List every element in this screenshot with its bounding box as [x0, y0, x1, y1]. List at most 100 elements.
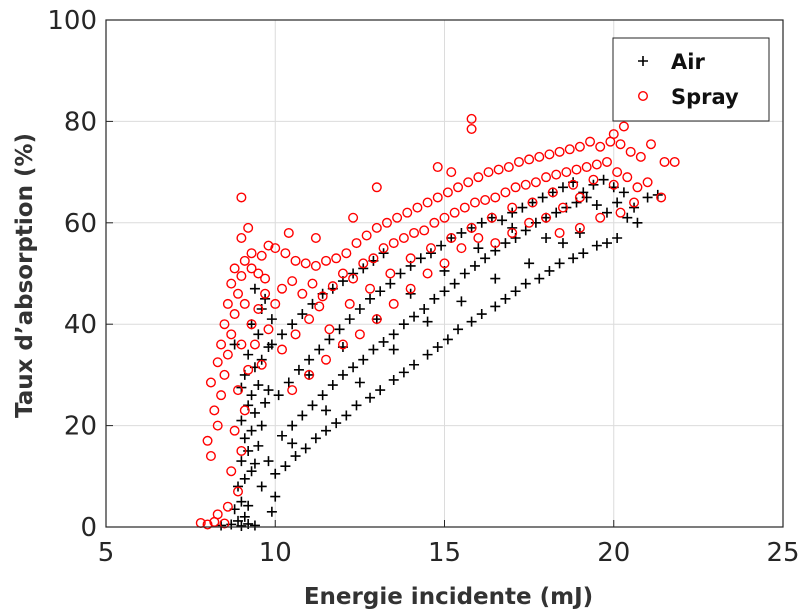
spray-point	[202, 519, 213, 530]
air-point	[287, 420, 298, 431]
air-point	[476, 217, 487, 228]
spray-point	[388, 238, 399, 249]
air-point	[246, 466, 257, 477]
air-point	[365, 293, 376, 304]
spray-point	[246, 263, 257, 274]
air-point	[327, 380, 338, 391]
air-point	[612, 197, 623, 208]
spray-point	[541, 212, 552, 223]
spray-point	[283, 227, 294, 238]
air-point	[304, 369, 315, 380]
x-tick-label: 25	[766, 538, 799, 568]
x-tick-label: 15	[428, 538, 461, 568]
spray-point	[466, 222, 477, 233]
spray-point	[574, 192, 585, 203]
spray-point	[260, 273, 271, 284]
spray-point	[226, 278, 237, 289]
spray-point	[222, 501, 233, 512]
spray-point	[304, 369, 315, 380]
series-air	[216, 174, 663, 531]
air-point	[409, 359, 420, 370]
spray-point	[608, 129, 619, 140]
air-point	[300, 443, 311, 454]
air-point	[344, 314, 355, 325]
air-point	[351, 400, 362, 411]
spray-point	[398, 233, 409, 244]
air-point	[588, 179, 599, 190]
spray-point	[361, 230, 372, 241]
spray-point	[645, 139, 656, 150]
y-tick-label: 20	[64, 412, 97, 442]
air-point	[253, 440, 264, 451]
axis-ticks: 5 10 15 20 25 0 20 40 60 80 100	[47, 6, 799, 568]
spray-point	[277, 283, 288, 294]
air-point	[229, 339, 240, 350]
spray-point	[337, 268, 348, 279]
air-point	[551, 207, 562, 218]
air-point	[398, 367, 409, 378]
spray-point	[524, 154, 535, 165]
spray-point	[568, 179, 579, 190]
spray-point	[304, 314, 315, 325]
spray-point	[365, 283, 376, 294]
spray-point	[236, 192, 247, 203]
air-point	[480, 253, 491, 264]
air-point	[612, 233, 623, 244]
air-point	[497, 215, 508, 226]
spray-point	[466, 124, 477, 135]
air-point	[321, 425, 332, 436]
air-point	[415, 253, 426, 264]
spray-point	[314, 301, 325, 312]
air-point	[246, 425, 257, 436]
air-point	[354, 303, 365, 314]
spray-point	[561, 167, 572, 178]
spray-point	[236, 445, 247, 456]
air-point	[476, 309, 487, 320]
air-point	[283, 377, 294, 388]
air-point	[500, 293, 511, 304]
spray-point	[212, 420, 223, 431]
air-point	[317, 390, 328, 401]
spray-point	[239, 255, 250, 266]
air-point	[324, 334, 335, 345]
spray-point	[551, 169, 562, 180]
air-point	[290, 451, 301, 462]
air-point	[541, 212, 552, 223]
spray-point	[321, 255, 332, 266]
spray-point	[212, 509, 223, 520]
spray-point	[243, 364, 254, 375]
spray-point	[307, 278, 318, 289]
spray-point	[233, 288, 244, 299]
spray-point	[449, 207, 460, 218]
spray-point	[480, 194, 491, 205]
spray-point	[500, 187, 511, 198]
air-point	[341, 410, 352, 421]
spray-point	[243, 222, 254, 233]
spray-point	[236, 339, 247, 350]
legend-box	[612, 37, 770, 122]
spray-point	[469, 197, 480, 208]
spray-point	[432, 192, 443, 203]
spray-point	[486, 212, 497, 223]
spray-point	[233, 385, 244, 396]
legend-item-air: Air	[638, 50, 705, 74]
spray-point	[270, 298, 281, 309]
spray-point	[554, 146, 565, 157]
spray-point	[422, 268, 433, 279]
air-point	[591, 200, 602, 211]
air-point	[239, 511, 250, 522]
spray-point	[422, 197, 433, 208]
air-point	[249, 458, 260, 469]
spray-point	[226, 329, 237, 340]
spray-point	[591, 159, 602, 170]
air-point	[507, 222, 518, 233]
air-point	[557, 182, 568, 193]
spray-point	[446, 167, 457, 178]
y-axis-title: Taux d’absorption (%)	[12, 133, 38, 418]
air-point	[409, 311, 420, 322]
spray-point	[402, 207, 413, 218]
air-point	[239, 433, 250, 444]
spray-point	[331, 253, 342, 264]
spray-point	[226, 466, 237, 477]
spray-point	[659, 156, 670, 167]
